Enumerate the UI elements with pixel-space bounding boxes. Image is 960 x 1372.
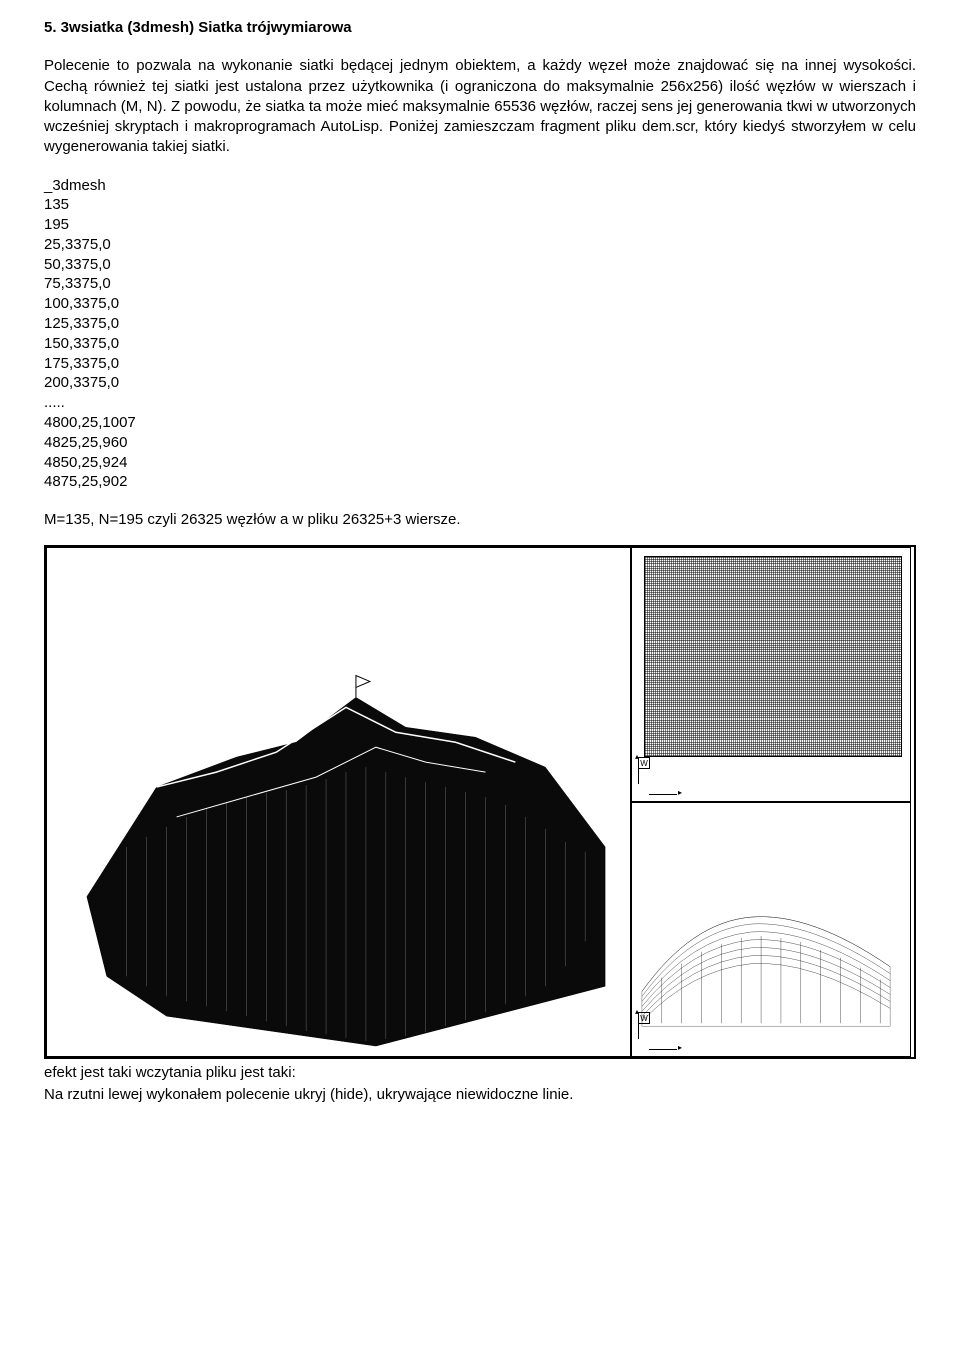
ucs-icon: W: [638, 757, 680, 795]
ucs-y-axis: [638, 760, 639, 784]
ucs-label: W: [638, 757, 650, 769]
viewport-right-column: W: [631, 547, 911, 1057]
cad-figure: W: [44, 545, 916, 1059]
ucs-x-axis: [649, 1049, 677, 1050]
figure-caption-line-2: Na rzutni lewej wykonałem polecenie ukry…: [44, 1085, 916, 1105]
viewport-row: W: [46, 547, 914, 1057]
ucs-x-axis: [649, 794, 677, 795]
intro-paragraph: Polecenie to pozwala na wykonanie siatki…: [44, 56, 916, 157]
viewport-iso-wire: W: [631, 802, 911, 1057]
mesh-summary: M=135, N=195 czyli 26325 węzłów a w plik…: [44, 510, 916, 530]
ucs-y-axis: [638, 1015, 639, 1039]
section-heading: 5. 3wsiatka (3dmesh) Siatka trójwymiarow…: [44, 18, 916, 38]
figure-caption-line-1: efekt jest taki wczytania pliku jest tak…: [44, 1063, 916, 1083]
viewport-main-iso: [46, 547, 631, 1057]
terrain-mesh-iso: [47, 548, 630, 1056]
viewport-plan: W: [631, 547, 911, 802]
mesh-plan-grid: [644, 556, 902, 757]
script-fragment: _3dmesh 135 195 25,3375,0 50,3375,0 75,3…: [44, 176, 916, 493]
ucs-icon: W: [638, 1012, 680, 1050]
ucs-label: W: [638, 1012, 650, 1024]
